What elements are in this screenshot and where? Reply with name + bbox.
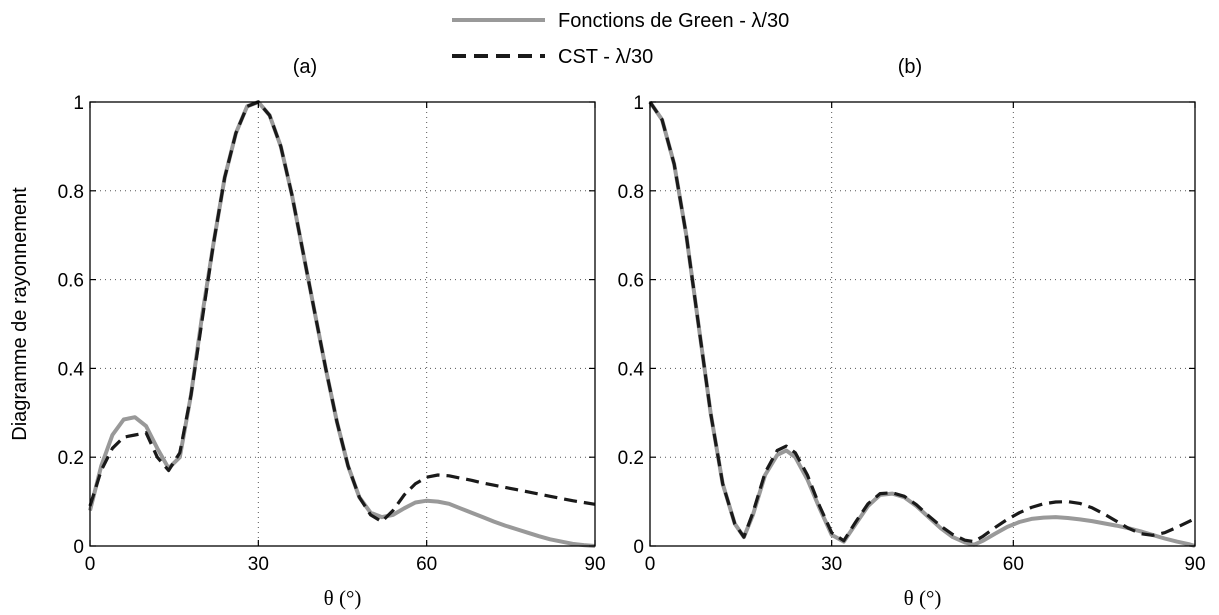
y-axis-title-a: Diagramme de rayonnement: [9, 187, 31, 441]
y-tick-label-a-0: 0: [73, 537, 84, 558]
series-cst-line-a: [88, 100, 596, 524]
y-tick-label-b-0: 0: [633, 537, 644, 558]
x-axis-title-a: θ (°): [324, 586, 362, 610]
panel-label-b: (b): [898, 56, 922, 78]
x-tick-label-b-0: 0: [645, 554, 656, 575]
y-tick-label-b-5: 1: [633, 93, 644, 114]
y-tick-label-a-2: 0.4: [58, 359, 85, 380]
y-tick-label-b-3: 0.6: [618, 271, 644, 292]
x-axis-title-b: θ (°): [904, 586, 942, 610]
legend: Fonctions de Green - λ/30 CST - λ/30: [452, 10, 789, 68]
plot-area-b: [650, 102, 1195, 546]
x-tick-label-a-0: 0: [85, 554, 96, 575]
plot-area-a: [90, 102, 595, 546]
panel-a: 0 30 60 90 0 0.2 0.4 0.6 0.8 1 (a) θ (°) Diagramme d…: [9, 56, 606, 610]
x-tick-label-b-1: 30: [821, 554, 842, 575]
series-cst-line-b: [648, 101, 1196, 544]
y-tick-label-b-2: 0.4: [618, 359, 645, 380]
panel-label-a: (a): [293, 56, 317, 78]
x-tick-label-a-1: 30: [248, 554, 269, 575]
y-tick-label-b-1: 0.2: [618, 448, 644, 469]
x-tick-label-a-2: 60: [416, 554, 437, 575]
axes-frame-a: [89, 101, 596, 547]
y-tick-label-a-5: 1: [73, 93, 84, 114]
y-tick-label-a-3: 0.6: [58, 271, 84, 292]
y-tick-label-a-1: 0.2: [58, 448, 84, 469]
y-tick-label-a-4: 0.8: [58, 182, 84, 203]
legend-label-green: Fonctions de Green - λ/30: [558, 10, 789, 32]
legend-label-cst: CST - λ/30: [558, 46, 653, 68]
x-tick-label-a-3: 90: [584, 554, 605, 575]
y-tick-label-b-4: 0.8: [618, 182, 644, 203]
x-tick-label-b-3: 90: [1184, 554, 1205, 575]
x-tick-label-b-2: 60: [1003, 554, 1024, 575]
panel-b: 0 30 60 90 0 0.2 0.4 0.6 0.8 1 (b) θ (°): [618, 56, 1206, 610]
axes-frame-b: [649, 101, 1196, 547]
